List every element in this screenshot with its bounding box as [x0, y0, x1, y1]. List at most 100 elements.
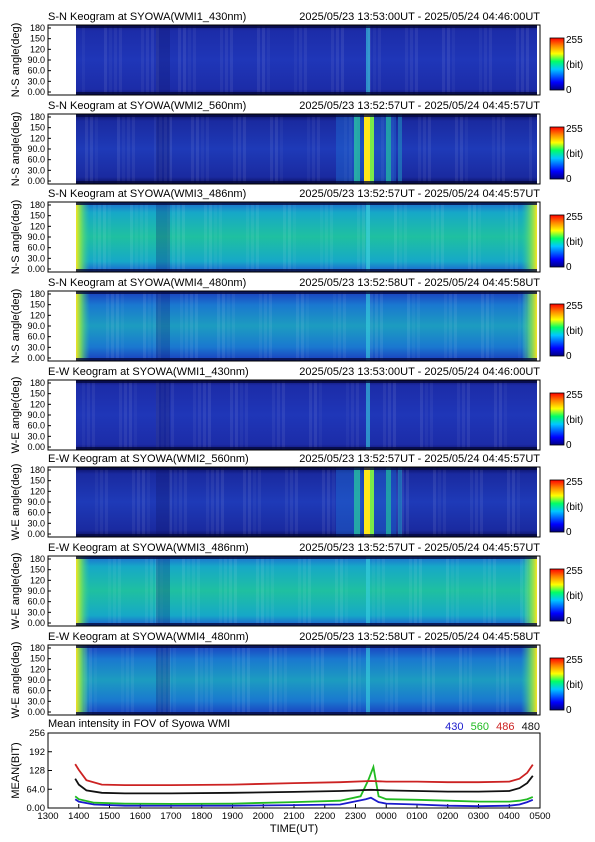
keogram-streak — [131, 645, 134, 715]
keogram-streak — [193, 25, 196, 95]
keogram-streak — [154, 114, 157, 184]
keogram-ytick-label: 90.0 — [27, 586, 45, 596]
keogram-streak — [330, 202, 333, 272]
keogram-streak — [159, 114, 162, 184]
keogram-edge-top — [76, 556, 537, 559]
keogram-streak — [161, 380, 164, 450]
keogram-streak — [349, 114, 352, 184]
keogram-streak — [121, 645, 124, 715]
lineplot-xtick-label: 1300 — [37, 811, 58, 822]
keogram-ytick-label: 180 — [30, 289, 45, 299]
keogram-streak — [95, 467, 98, 537]
keogram-streak — [216, 467, 219, 537]
keogram-streak — [206, 467, 209, 537]
lineplot-xtick-label: 2000 — [253, 811, 274, 822]
keogram-edge-bottom — [76, 92, 537, 95]
legend-entry: 480 — [522, 721, 540, 733]
keogram-streak — [82, 380, 85, 450]
keogram-streak — [353, 645, 356, 715]
keogram-edge-top — [76, 291, 537, 294]
keogram-streak — [459, 645, 462, 715]
keogram-ytick-label: 30.0 — [27, 253, 45, 263]
keogram-streak — [488, 556, 491, 626]
keogram-streak — [237, 645, 240, 715]
keogram-streak — [412, 291, 415, 361]
keogram-streak — [340, 556, 343, 626]
keogram-streak — [285, 467, 288, 537]
keogram-streak — [438, 467, 441, 537]
keogram-ytick-label: 60.0 — [27, 243, 45, 253]
keogram-streak — [483, 556, 486, 626]
keogram-ytick-label: 0.00 — [27, 353, 45, 363]
keogram-streak — [229, 556, 232, 626]
keogram-streak — [279, 645, 282, 715]
keogram-streak — [126, 645, 129, 715]
keogram-streak — [222, 291, 225, 361]
keogram-streak — [246, 202, 249, 272]
aurora-band — [398, 114, 402, 184]
keogram-streak — [399, 202, 402, 272]
keogram-streak — [90, 114, 93, 184]
colorbar — [549, 479, 565, 533]
keogram-streak — [92, 380, 95, 450]
keogram-streak — [391, 114, 394, 184]
lineplot-xtick-label: 1400 — [68, 811, 89, 822]
keogram-streak — [103, 202, 106, 272]
keogram-image — [76, 25, 537, 95]
keogram-streak — [147, 467, 150, 537]
keogram-streak — [221, 467, 224, 537]
keogram-streak — [433, 467, 436, 537]
keogram-streak — [183, 25, 186, 95]
keogram-streak — [499, 380, 502, 450]
keogram-ylabel: N-S angle(deg) — [10, 200, 22, 275]
lineplot-xtick-label: 2300 — [345, 811, 366, 822]
keogram-streak — [171, 380, 174, 450]
keogram-streak — [311, 645, 314, 715]
keogram-streak — [94, 645, 97, 715]
keogram-streak — [238, 114, 241, 184]
keogram-streak — [481, 291, 484, 361]
keogram-streak — [182, 556, 185, 626]
colorbar-unit-label: (bit) — [566, 149, 583, 160]
aurora-band — [366, 291, 370, 361]
series-line-560 — [74, 763, 534, 805]
keogram-streak — [151, 25, 154, 95]
colorbar-unit-label: (bit) — [566, 326, 583, 337]
keogram-period: 2025/05/23 13:53:00UT - 2025/05/24 04:46… — [299, 11, 540, 23]
keogram-streak — [206, 114, 209, 184]
colorbar — [549, 126, 565, 180]
colorbar-min-label: 0 — [566, 262, 572, 273]
keogram-streak — [327, 467, 330, 537]
keogram-streak — [104, 25, 107, 95]
keogram-streak — [271, 556, 274, 626]
keogram-streak — [510, 202, 513, 272]
keogram-streak — [155, 556, 158, 626]
keogram-streak — [442, 25, 445, 95]
keogram-ytick-label: 0.00 — [27, 442, 45, 452]
keogram-streak — [343, 291, 346, 361]
lineplot-ylabel: MEAN(BIT) — [10, 742, 22, 798]
keogram-ytick-label: 30.0 — [27, 165, 45, 175]
keogram-ytick-label: 150 — [30, 123, 45, 133]
colorbar-min-label: 0 — [566, 705, 572, 716]
keogram-streak — [410, 25, 413, 95]
keogram-streak — [454, 291, 457, 361]
keogram-streak — [232, 291, 235, 361]
keogram-streak — [441, 202, 444, 272]
keogram-streak — [267, 25, 270, 95]
keogram-ytick-label: 150 — [30, 476, 45, 486]
keogram-streak — [505, 202, 508, 272]
keogram-streak — [516, 25, 519, 95]
keogram-streak — [177, 202, 180, 272]
keogram-edge-bottom — [76, 269, 537, 272]
keogram-streak — [210, 645, 213, 715]
keogram-streak — [211, 467, 214, 537]
keogram-streak — [191, 114, 194, 184]
keogram-streak — [455, 114, 458, 184]
keogram-streak — [156, 380, 159, 450]
colorbar — [549, 657, 565, 711]
keogram-streak — [370, 291, 373, 361]
keogram-streak — [290, 467, 293, 537]
keogram-streak — [253, 467, 256, 537]
keogram-streak — [117, 114, 120, 184]
